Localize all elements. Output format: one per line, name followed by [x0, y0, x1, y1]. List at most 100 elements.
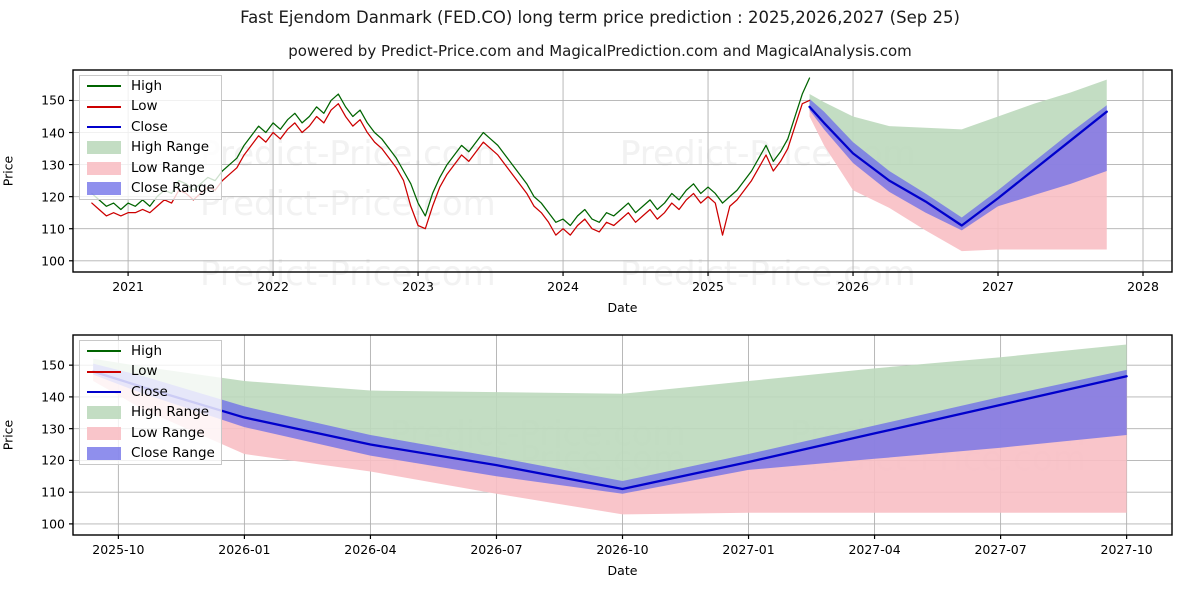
- swatch-shape: [87, 391, 121, 394]
- swatch-shape: [87, 447, 121, 461]
- swatch-shape: [87, 426, 121, 440]
- swatch-shape: [87, 350, 121, 353]
- x-axis-label: Date: [607, 300, 638, 315]
- bottom-chart-panel: Predict-Price.comPredict-Price.comPredic…: [0, 320, 1200, 600]
- legend-item-close-range[interactable]: Close Range: [80, 444, 221, 465]
- legend-label: Low Range: [131, 159, 205, 176]
- y-tick-label: 110: [41, 221, 65, 237]
- x-tick-label: 2021: [112, 279, 144, 294]
- legend-item-low-range[interactable]: Low Range: [80, 158, 221, 179]
- swatch-shape: [87, 406, 121, 420]
- y-axis-label: Price: [0, 419, 16, 451]
- x-tick-label: 2026-04: [344, 542, 397, 557]
- x-tick-label: 2027-10: [1100, 542, 1153, 557]
- legend-label: High Range: [131, 404, 210, 420]
- x-tick-label: 2026: [837, 279, 869, 294]
- legend-item-high[interactable]: High: [80, 341, 221, 362]
- watermark: Predict-Price.com: [200, 254, 496, 294]
- swatch-shape: [87, 105, 121, 108]
- legend-label: High: [131, 77, 163, 94]
- y-tick-label: 140: [41, 389, 65, 405]
- y-tick-label: 110: [41, 484, 65, 500]
- plot-frame: [72, 69, 1173, 273]
- legend-swatch-low-range: [86, 161, 122, 175]
- watermark: Predict-Price.com: [200, 184, 496, 224]
- legend-label: High: [131, 342, 163, 359]
- swatch-shape: [87, 141, 121, 155]
- top-chart-panel: Predict-Price.com Predict-Price.com Predic…: [0, 69, 1173, 315]
- legend-swatch-high-range: [86, 141, 122, 155]
- swatch-shape: [87, 126, 121, 129]
- legend-swatch-high: [86, 344, 122, 358]
- x-axis-label: Date: [607, 563, 638, 578]
- x-tick-label: 2023: [402, 279, 434, 294]
- legend-swatch-low-range: [86, 426, 122, 440]
- watermark: Predict-Price.com: [200, 134, 496, 174]
- band-high-range: [809, 79, 1107, 226]
- legend-item-close[interactable]: Close: [80, 117, 221, 138]
- y-tick-label: 150: [41, 357, 65, 373]
- x-tick-label: 2027-01: [722, 542, 775, 557]
- legend-label: Close: [131, 118, 168, 135]
- x-tick-label: 2026-10: [596, 542, 649, 557]
- legend-swatch-close: [86, 120, 122, 134]
- x-tick-label: 2024: [547, 279, 579, 294]
- swatch-shape: [87, 182, 121, 196]
- legend-label: Close Range: [131, 180, 215, 196]
- swatch-shape: [87, 370, 121, 373]
- band-low-range: [809, 106, 1107, 252]
- chart-legend[interactable]: High Low Close High Range Low Range Close Ran…: [79, 75, 222, 200]
- series-line-close: [808, 105, 1108, 227]
- band-high-range: [93, 344, 1127, 489]
- y-axis-label: Price: [0, 155, 16, 187]
- legend-item-low[interactable]: Low: [80, 97, 221, 118]
- swatch-shape: [87, 85, 121, 88]
- legend-swatch-low: [86, 100, 122, 114]
- swatch-shape: [87, 161, 121, 175]
- page-title: Fast Ejendom Danmark (FED.CO) long term …: [240, 8, 960, 27]
- legend-item-low-range[interactable]: Low Range: [80, 423, 221, 444]
- y-tick-label: 120: [41, 189, 65, 205]
- legend-label: Low: [131, 363, 158, 379]
- legend-swatch-low: [86, 365, 122, 379]
- y-tick-label: 120: [41, 452, 65, 468]
- legend-item-high[interactable]: High: [80, 76, 221, 97]
- legend-swatch-high: [86, 79, 122, 93]
- x-tick-label: 2022: [257, 279, 289, 294]
- page-subtitle: powered by Predict-Price.com and Magical…: [288, 42, 912, 60]
- legend-item-low[interactable]: Low: [80, 362, 221, 383]
- x-tick-label: 2025: [692, 279, 724, 294]
- x-tick-label: 2026-07: [470, 542, 523, 557]
- top-panel-svg: Predict-Price.com Predict-Price.com Predic…: [69, 69, 1173, 294]
- x-tick-label: 2027-04: [848, 542, 901, 557]
- legend-swatch-close-range: [86, 447, 122, 461]
- legend-item-high-range[interactable]: High Range: [80, 138, 221, 159]
- x-tick-label: 2025-10: [92, 542, 145, 557]
- watermark: Predict-Price.com: [620, 254, 916, 294]
- x-tick-label: 2026-01: [218, 542, 271, 557]
- watermark: Predict-Price.com: [200, 134, 496, 174]
- legend-label: Close Range: [131, 445, 215, 461]
- legend-label: Low Range: [131, 424, 205, 441]
- legend-item-close-range[interactable]: Close Range: [80, 179, 221, 200]
- legend-item-high-range[interactable]: High Range: [80, 403, 221, 424]
- x-tick-label: 2027-07: [974, 542, 1027, 557]
- legend-item-close[interactable]: Close: [80, 382, 221, 403]
- y-tick-label: 140: [41, 125, 65, 141]
- bottom-panel-svg: Predict-Price.comPredict-Price.comPredic…: [69, 334, 1173, 539]
- y-tick-label: 100: [41, 516, 65, 532]
- y-tick-label: 100: [41, 253, 65, 269]
- y-tick-label: 150: [41, 92, 65, 108]
- legend-label: High Range: [131, 139, 210, 155]
- legend-label: Low: [131, 98, 158, 114]
- y-tick-label: 130: [41, 421, 65, 437]
- legend-swatch-close-range: [86, 182, 122, 196]
- chart-legend[interactable]: High Low Close High Range Low Range Close Ran…: [79, 340, 222, 465]
- legend-label: Close: [131, 383, 168, 400]
- y-tick-label: 130: [41, 157, 65, 173]
- legend-swatch-close: [86, 385, 122, 399]
- legend-swatch-high-range: [86, 406, 122, 420]
- x-tick-label: 2027: [982, 279, 1014, 294]
- band-low-range: [93, 371, 1127, 515]
